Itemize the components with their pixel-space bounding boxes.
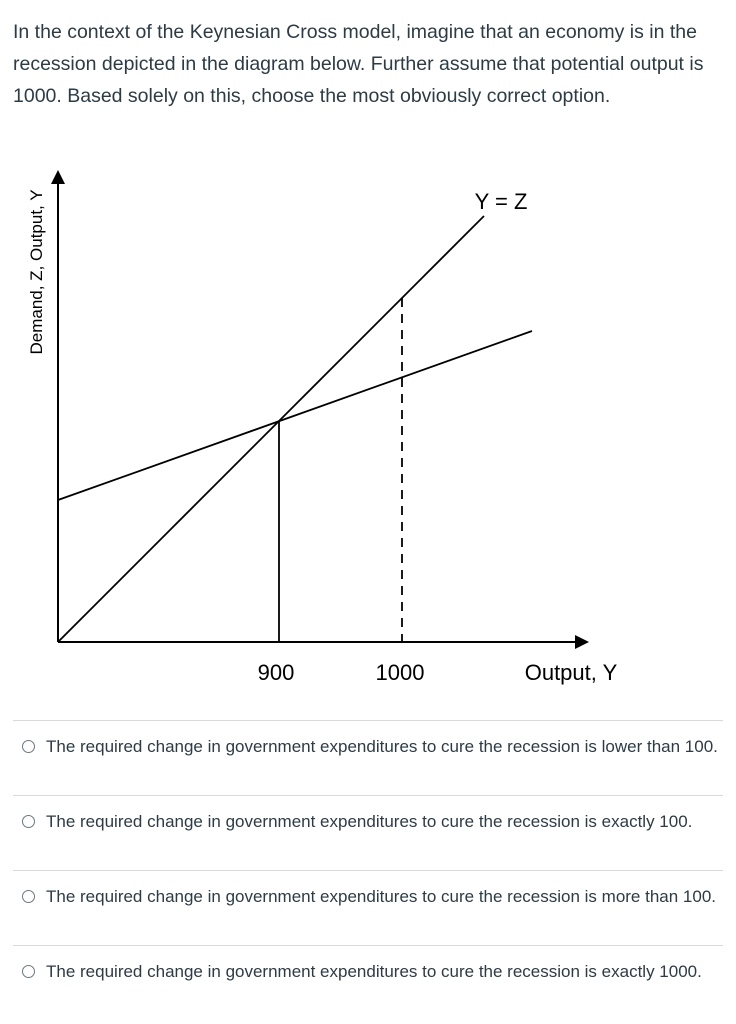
answer-option-text: The required change in government expend…	[46, 812, 693, 831]
answer-option-text: The required change in government expend…	[46, 737, 718, 756]
answer-option-text: The required change in government expend…	[46, 962, 702, 981]
x-axis-arrowhead	[575, 635, 589, 649]
answer-option-4[interactable]: The required change in government expend…	[13, 945, 723, 1020]
radio-button[interactable]	[22, 740, 35, 753]
answer-option-2[interactable]: The required change in government expend…	[13, 795, 723, 870]
radio-button[interactable]	[22, 815, 35, 828]
radio-button[interactable]	[22, 965, 35, 978]
x-axis-label: Output, Y	[525, 660, 618, 685]
answer-option-text: The required change in government expend…	[46, 887, 717, 906]
answer-option-1[interactable]: The required change in government expend…	[13, 720, 723, 795]
answer-option-3[interactable]: The required change in government expend…	[13, 870, 723, 945]
y-axis-arrowhead	[51, 170, 65, 184]
demand-line	[57, 330, 533, 501]
y-equals-z-label: Y = Z	[475, 189, 528, 214]
y-axis-label: Demand, Z, Output, Y	[27, 189, 46, 354]
answer-options: The required change in government expend…	[13, 720, 723, 1020]
tick-label-900: 900	[258, 660, 295, 685]
keynesian-cross-diagram: Y = Z 900 1000 Output, Y Demand, Z, Outp…	[27, 170, 618, 685]
question-text: In the context of the Keynesian Cross mo…	[13, 21, 704, 107]
radio-button[interactable]	[22, 890, 35, 903]
tick-label-1000: 1000	[376, 660, 425, 685]
y-equals-z-line	[57, 215, 485, 643]
